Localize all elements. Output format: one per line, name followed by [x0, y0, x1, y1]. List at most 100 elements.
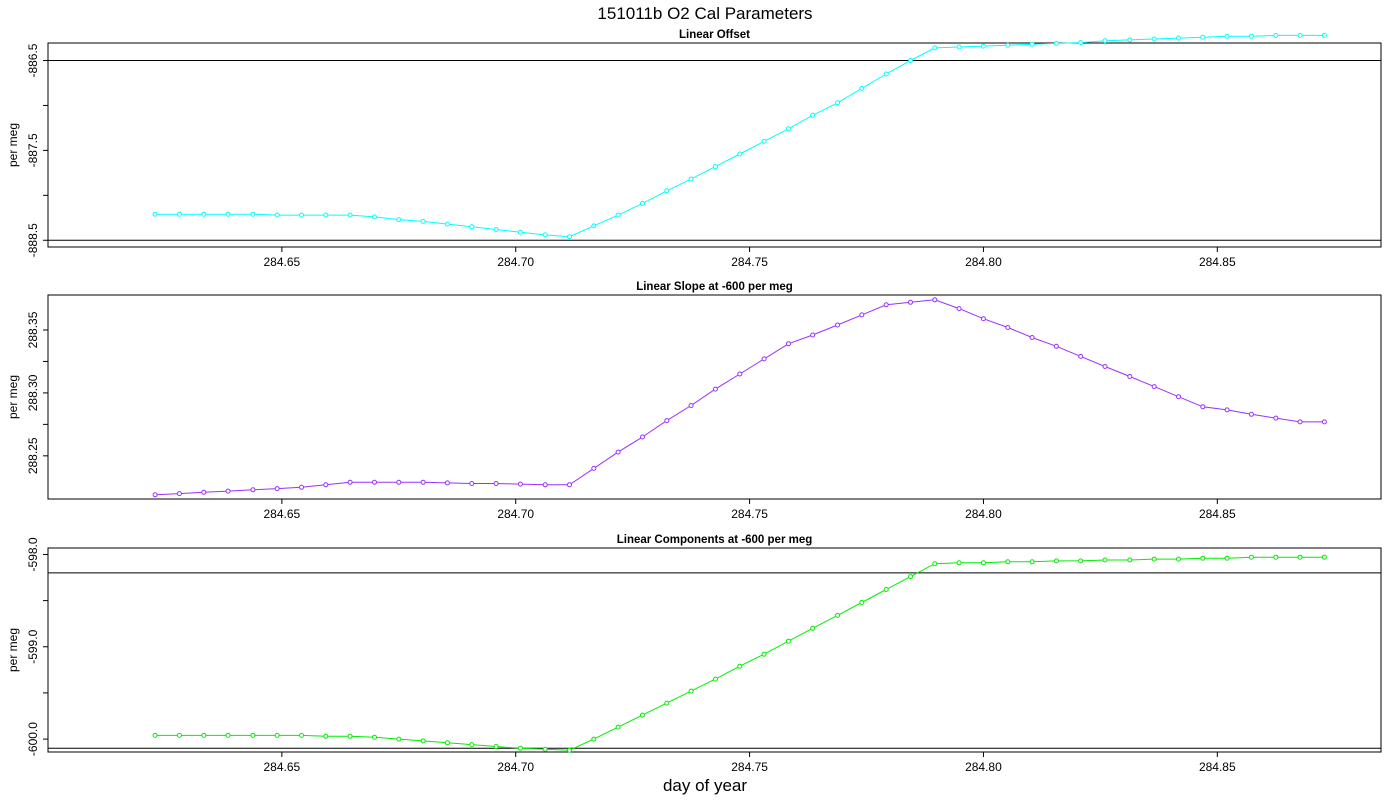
data-point: [225, 488, 231, 494]
data-point: [347, 733, 353, 739]
data-point: [810, 112, 816, 118]
data-point: [201, 489, 207, 495]
data-point: [1224, 33, 1230, 39]
data-point: [1321, 419, 1327, 425]
data-point: [1102, 557, 1108, 563]
data-point: [152, 492, 158, 498]
data-point: [1200, 404, 1206, 410]
y-tick-label: 288.30: [26, 374, 40, 411]
panel-3: Linear Components at -600 per meg per meg…: [6, 534, 1382, 774]
data-point: [420, 479, 426, 485]
data-point: [1053, 558, 1059, 564]
x-tick-label: 284.80: [965, 507, 1002, 521]
y-axis-label: per meg: [6, 375, 20, 419]
plot-frame: [47, 547, 1382, 753]
data-point: [372, 479, 377, 485]
x-tick-label: 284.85: [1199, 507, 1236, 521]
data-point: [1127, 37, 1133, 43]
data-point: [810, 625, 816, 631]
data-point: [152, 211, 158, 217]
data-point: [1224, 407, 1230, 413]
data-point: [883, 587, 889, 592]
data-point: [274, 212, 280, 218]
data-point: [956, 44, 962, 50]
data-point: [859, 600, 865, 605]
data-point: [737, 371, 743, 377]
data-point: [1297, 32, 1303, 38]
data-point: [469, 742, 475, 748]
data-point: [1102, 38, 1108, 44]
data-point: [469, 224, 475, 230]
data-point: [396, 736, 402, 742]
data-point: [980, 560, 986, 566]
data-point: [712, 676, 718, 682]
data-point: [1151, 556, 1157, 562]
y-axis-label: per meg: [6, 628, 20, 672]
data-point: [615, 449, 621, 455]
series-line: [155, 299, 1325, 496]
data-point: [1248, 33, 1254, 39]
data-point: [1224, 555, 1230, 561]
data-point: [274, 732, 280, 738]
data-point: [664, 418, 670, 424]
x-tick-label: 284.70: [497, 507, 534, 521]
data-point: [908, 574, 913, 580]
data-point: [542, 232, 548, 238]
y-tick-label: -600.0: [26, 722, 40, 756]
data-point: [1176, 35, 1181, 41]
data-point: [567, 482, 572, 488]
y-tick-label: -598.0: [26, 537, 40, 571]
series-line: [155, 34, 1325, 238]
data-point: [980, 43, 986, 49]
data-point: [1248, 411, 1254, 417]
y-tick-label: -888.5: [26, 223, 40, 257]
data-point: [883, 302, 889, 308]
y-axis-label: per meg: [6, 123, 20, 167]
data-point: [347, 212, 353, 218]
data-point: [372, 734, 377, 740]
x-tick-label: 284.65: [264, 507, 301, 521]
data-point: [859, 85, 865, 91]
data-point: [517, 481, 523, 487]
chart-panels: Linear Offset per meg 284.65 284.70 284.75 28…: [6, 29, 1382, 774]
data-point: [1321, 554, 1327, 560]
data-point: [1321, 32, 1327, 38]
data-point: [1029, 559, 1035, 565]
data-point: [1005, 325, 1011, 330]
data-point: [640, 434, 645, 440]
plot-frame: [47, 42, 1382, 248]
data-point: [1200, 34, 1206, 40]
data-point: [664, 700, 670, 706]
data-point: [591, 736, 597, 742]
data-point: [542, 746, 548, 752]
data-point: [1297, 419, 1303, 425]
data-point: [323, 212, 329, 218]
data-point: [785, 638, 791, 644]
data-point: [225, 211, 231, 217]
data-point: [640, 200, 645, 206]
x-tick-label: 284.85: [1199, 255, 1236, 269]
panel-title: Linear Offset: [679, 29, 750, 41]
data-point: [299, 484, 304, 490]
data-point: [176, 211, 182, 217]
series-line: [155, 556, 1325, 751]
data-point: [444, 221, 450, 227]
data-point: [1029, 335, 1035, 340]
data-point: [810, 332, 816, 338]
data-point: [737, 151, 743, 157]
data-point: [396, 479, 402, 485]
x-tick-label: 284.85: [1199, 760, 1236, 774]
data-point: [567, 747, 572, 753]
data-point: [761, 651, 767, 657]
x-tick-label: 284.70: [497, 760, 534, 774]
data-point: [883, 71, 889, 77]
data-point: [1102, 364, 1108, 369]
panel-2: Linear Slope at -600 per meg per meg 284.6…: [6, 281, 1382, 521]
data-point: [591, 465, 597, 471]
data-point: [591, 223, 597, 229]
data-point: [517, 229, 523, 235]
data-point: [1176, 394, 1181, 400]
data-point: [664, 188, 670, 194]
data-point: [712, 164, 718, 170]
data-point: [323, 733, 329, 739]
